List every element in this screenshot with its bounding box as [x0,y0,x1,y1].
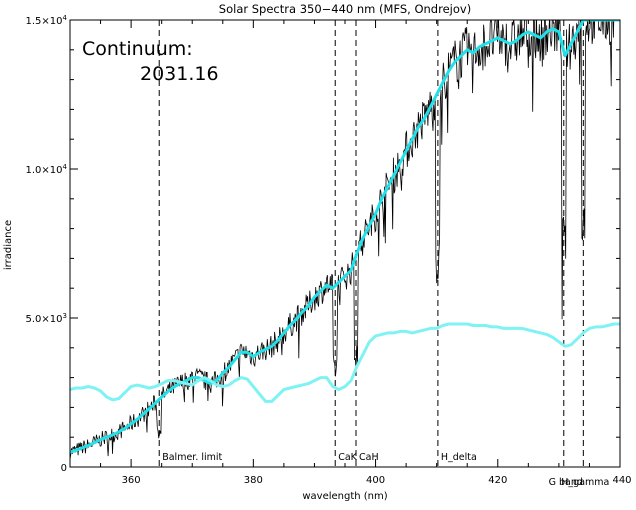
x-tick-label: 440 [612,475,631,486]
x-tick-label: 420 [488,475,507,486]
x-axis-label: wavelength (nm) [302,491,387,502]
reference-line-label: G band [549,477,583,488]
y-tick-label-base: 1.5×10 [26,16,63,27]
chart-title: Solar Spectra 350−440 nm (MFS, Ondrejov) [219,2,471,16]
x-tick-label: 400 [366,475,385,486]
reference-line-label: H_gamma [561,477,609,488]
continuum-label: Continuum: [82,38,193,60]
reference-line-label: CaK [338,452,357,463]
x-tick-label: 360 [122,475,141,486]
y-tick-label-base: 0 [61,463,67,474]
y-tick-label-exponent: 4 [63,14,68,22]
smoothed-spectrum-line [70,20,620,454]
y-tick-label-exponent: 3 [63,312,67,320]
y-tick-label: 0 [61,463,67,474]
x-tick-label: 380 [244,475,263,486]
y-tick-label: 5.0×103 [26,312,67,325]
y-tick-label: 1.0×104 [26,163,68,176]
reference-line-label: H_delta [441,452,477,463]
plot-frame [69,19,621,468]
y-tick-label: 1.5×104 [26,14,68,27]
reference-line-label: Balmer. limit [162,452,222,463]
y-tick-label-base: 5.0×10 [26,314,63,325]
series-layer [70,20,620,460]
y-tick-label-exponent: 4 [63,163,68,171]
y-axis-label: irradiance [3,220,14,270]
continuum-value: 2031.16 [140,63,219,85]
y-tick-label-base: 1.0×10 [26,165,63,176]
reference-line-label: CaH [359,452,379,463]
x-axis: 360 380 400 420 440 [69,20,632,486]
continuum-line [70,322,620,403]
